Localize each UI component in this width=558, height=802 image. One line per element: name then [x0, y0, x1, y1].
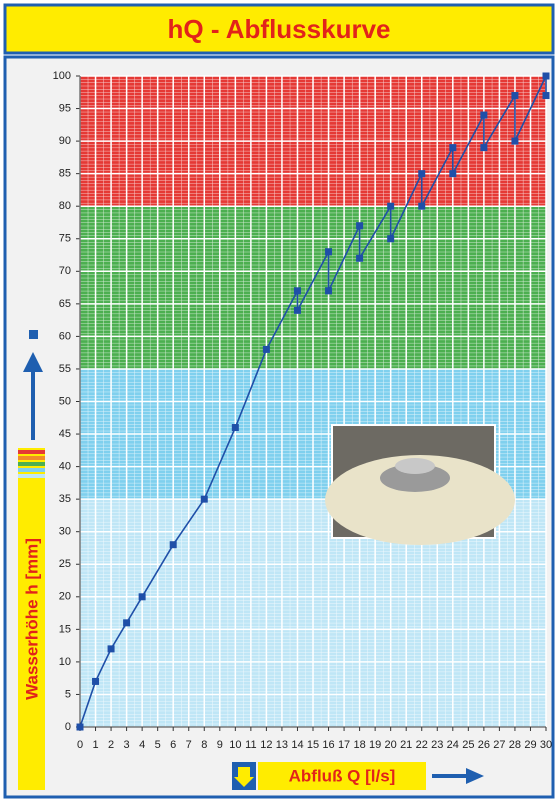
photo-disc: [325, 455, 515, 545]
x-tick-label: 11: [245, 739, 256, 751]
point: [542, 72, 550, 80]
x-tick-label: 4: [139, 739, 145, 751]
x-tick-label: 16: [322, 739, 334, 751]
x-tick-label: 29: [524, 739, 536, 751]
point: [511, 137, 519, 145]
x-tick-label: 26: [478, 739, 490, 751]
y-tick-label: 65: [59, 298, 71, 310]
x-tick-label: 15: [307, 739, 319, 751]
y-tick-label: 95: [59, 102, 71, 114]
x-axis-label: Abfluß Q [l/s]: [289, 766, 396, 785]
point: [356, 222, 364, 230]
point: [480, 111, 488, 119]
x-tick-label: 24: [447, 739, 459, 751]
y-tick-label: 40: [59, 461, 71, 473]
y-tick-label: 35: [59, 493, 71, 505]
point: [449, 144, 457, 152]
point: [262, 345, 270, 353]
y-tick-label: 100: [53, 70, 71, 82]
x-tick-label: 28: [509, 739, 521, 751]
x-tick-label: 2: [108, 739, 114, 751]
y-tick-label: 50: [59, 395, 71, 407]
x-tick-label: 27: [493, 739, 505, 751]
y-tick-label: 70: [59, 265, 71, 277]
y-tick-label: 10: [59, 656, 71, 668]
legend-stripe: [18, 456, 45, 460]
point: [542, 92, 550, 100]
x-tick-label: 3: [124, 739, 130, 751]
point: [325, 248, 333, 256]
x-tick-label: 22: [416, 739, 428, 751]
point: [76, 723, 84, 731]
y-tick-label: 5: [65, 688, 71, 700]
point: [511, 92, 519, 100]
photo-drain: [380, 464, 450, 492]
x-tick-label: 12: [260, 739, 272, 751]
x-tick-label: 14: [291, 739, 303, 751]
y-tick-label: 0: [65, 721, 71, 733]
point: [107, 645, 115, 653]
y-tick-label: 90: [59, 135, 71, 147]
y-tick-label: 60: [59, 330, 71, 342]
x-tick-label: 7: [186, 739, 192, 751]
point: [200, 495, 208, 503]
y-axis-label: Wasserhöhe h [mm]: [22, 538, 41, 700]
point: [231, 424, 239, 432]
chart-title: hQ - Abflusskurve: [168, 14, 391, 44]
x-tick-label: 5: [155, 739, 161, 751]
y-tick-label: 80: [59, 200, 71, 212]
xlabel-box: [258, 762, 426, 790]
point: [480, 144, 488, 152]
legend-stripe: [18, 450, 45, 454]
y-tick-label: 25: [59, 558, 71, 570]
point: [138, 593, 146, 601]
x-tick-label: 20: [385, 739, 397, 751]
y-tick-label: 75: [59, 233, 71, 245]
x-tick-label: 13: [276, 739, 288, 751]
point: [92, 677, 100, 685]
y-tick-label: 55: [59, 363, 71, 375]
x-tick-label: 17: [338, 739, 350, 751]
legend-stripe: [18, 474, 45, 478]
y-tick-label: 85: [59, 168, 71, 180]
point: [356, 254, 364, 262]
y-tick-label: 30: [59, 526, 71, 538]
x-tick-label: 25: [462, 739, 474, 751]
y-tick-label: 20: [59, 591, 71, 603]
point: [293, 306, 301, 314]
legend-stripe: [18, 468, 45, 472]
x-tick-label: 23: [431, 739, 443, 751]
point: [123, 619, 131, 627]
y-tick-label: 45: [59, 428, 71, 440]
x-tick-label: 6: [170, 739, 176, 751]
point: [449, 170, 457, 178]
point: [293, 287, 301, 295]
point: [387, 235, 395, 243]
ylabel-box: [18, 448, 45, 790]
x-tick-label: 0: [77, 739, 83, 751]
point: [325, 287, 333, 295]
x-tick-label: 9: [217, 739, 223, 751]
x-tick-label: 8: [201, 739, 207, 751]
title-box: [3, 3, 555, 55]
x-tick-label: 1: [92, 739, 98, 751]
y-arrowhead: [23, 352, 43, 372]
point: [387, 202, 395, 210]
point: [418, 202, 426, 210]
point: [418, 170, 426, 178]
photo-cap: [395, 458, 435, 474]
x-tick-label: 18: [353, 739, 365, 751]
legend-stripe: [18, 462, 45, 466]
point: [169, 541, 177, 549]
y-tick-label: 15: [59, 623, 71, 635]
down-arrow: [234, 767, 254, 787]
x-tick-label: 30: [540, 739, 552, 751]
marker-icon: [29, 330, 38, 339]
x-tick-label: 21: [400, 739, 412, 751]
x-tick-label: 10: [229, 739, 241, 751]
x-arrowhead: [466, 768, 484, 784]
x-tick-label: 19: [369, 739, 381, 751]
